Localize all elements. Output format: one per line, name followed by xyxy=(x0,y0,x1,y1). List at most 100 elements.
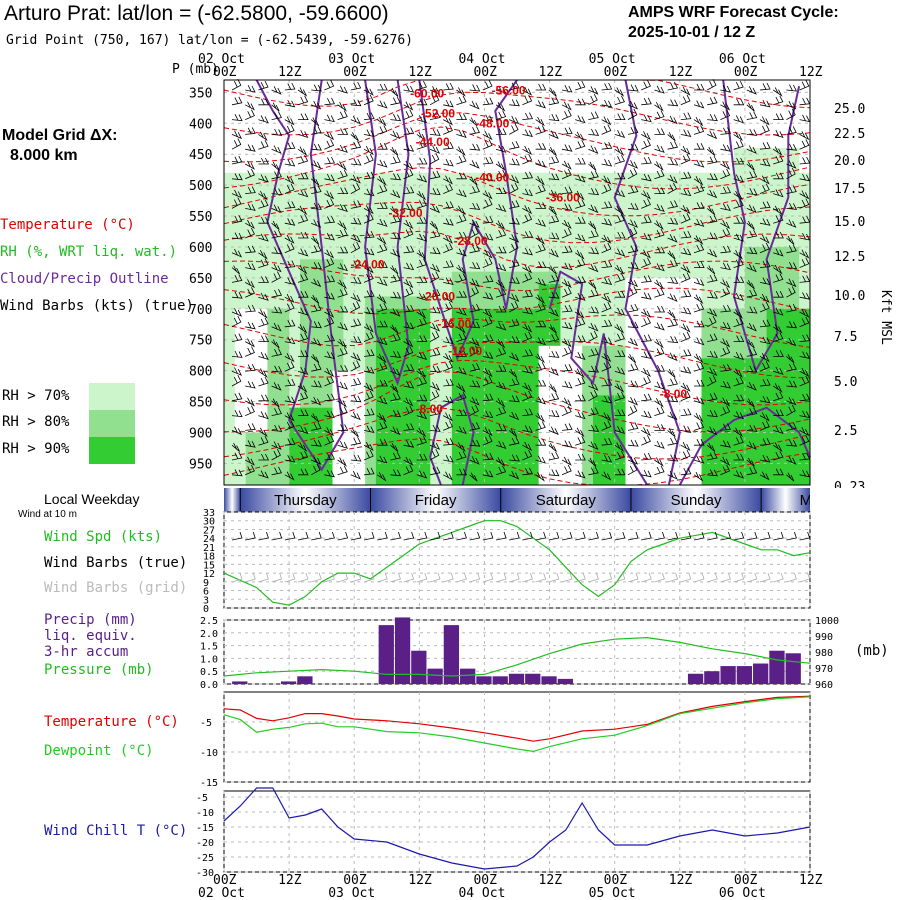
wind-barb xyxy=(601,142,613,150)
wind-barb xyxy=(535,337,546,346)
precip-bar xyxy=(232,681,248,684)
wind-barb xyxy=(337,288,348,298)
wind-barb xyxy=(799,367,810,377)
wind-barb xyxy=(284,420,295,431)
wind-barb xyxy=(390,206,399,216)
time-tick-bottom: 00Z xyxy=(604,873,628,888)
wind-barb xyxy=(390,189,401,199)
wind-barb xyxy=(469,422,480,431)
wind-barb xyxy=(720,160,731,170)
pressure-tick: 650 xyxy=(189,272,212,287)
wind-barb xyxy=(627,337,639,347)
wind-barb xyxy=(680,366,692,374)
legend-rh: RH (%, WRT liq. wat.) xyxy=(0,244,178,260)
wind-barb xyxy=(245,203,256,211)
height-tick: 12.5 xyxy=(834,250,865,265)
wind-barb xyxy=(482,275,494,283)
wind-barb xyxy=(284,438,296,446)
wind-barb xyxy=(258,427,268,438)
wind-barb xyxy=(403,397,414,407)
wind-barb xyxy=(720,127,732,135)
wind-barb xyxy=(588,263,599,273)
wind-barb xyxy=(509,182,519,194)
weekday-segment xyxy=(240,488,371,512)
wind-barb xyxy=(693,412,704,423)
wind-barb xyxy=(469,278,480,288)
wind-barb xyxy=(680,153,691,165)
wind-barb xyxy=(654,85,665,94)
wind-barb xyxy=(508,428,518,438)
wind-barb xyxy=(746,145,757,154)
wind-barb xyxy=(496,424,507,431)
wind-barb xyxy=(614,189,626,198)
wind-barb xyxy=(627,108,638,120)
wind-barb-grid xyxy=(522,572,533,583)
wind-barb xyxy=(443,471,453,481)
wind-barb xyxy=(694,202,705,209)
wind-barb xyxy=(548,451,560,461)
wind-barb xyxy=(693,472,704,482)
wind-barb xyxy=(429,247,441,255)
wind-barb xyxy=(733,427,743,438)
weekday-segment xyxy=(630,488,762,512)
wind-barb xyxy=(575,199,586,209)
wind-barb xyxy=(575,292,586,301)
wind-barb xyxy=(509,336,520,344)
wind-barb xyxy=(496,128,507,135)
wind-barb xyxy=(561,287,572,298)
wind-barb xyxy=(324,79,335,91)
wind-barb xyxy=(733,80,744,91)
wind-panel-ytick: 3 xyxy=(203,595,209,606)
wind-barb xyxy=(311,202,322,210)
wind-barb-true xyxy=(324,531,335,541)
wind-barb-grid xyxy=(482,572,494,583)
wind-barb xyxy=(284,455,296,463)
precip-bar xyxy=(492,676,508,684)
wind-barb xyxy=(654,305,666,313)
wind-barb xyxy=(390,350,402,358)
wind-barb xyxy=(786,472,795,482)
wind-barb xyxy=(535,278,546,287)
temperature-label: -32.00 xyxy=(388,206,422,220)
wind-barb xyxy=(680,129,692,137)
wind-barb xyxy=(667,411,678,421)
wind-barb xyxy=(733,276,745,283)
wind-barb xyxy=(746,457,755,467)
wind-barb xyxy=(654,144,665,153)
wind-barb xyxy=(363,467,375,476)
wind-barb xyxy=(324,308,335,318)
wind-barb xyxy=(535,243,546,254)
wind-barb xyxy=(324,375,335,387)
wind-barb-grid xyxy=(759,572,771,583)
wind-barb xyxy=(297,214,309,224)
wind-barb xyxy=(469,321,481,329)
wind-barb xyxy=(363,272,374,283)
wind-barb xyxy=(733,376,744,387)
wind-barb xyxy=(311,160,322,169)
wind-barb xyxy=(575,394,586,402)
time-tick-bottom: 12Z xyxy=(539,873,563,888)
wind-barb xyxy=(509,141,520,150)
wind-barb xyxy=(416,335,428,342)
precip-bar xyxy=(704,671,720,684)
wind-barb xyxy=(575,376,586,387)
wind-barb xyxy=(443,353,453,363)
wind-barb xyxy=(324,292,335,300)
wind-barb xyxy=(310,176,320,186)
wind-barb xyxy=(746,365,758,373)
wind-barb xyxy=(297,273,309,283)
wind-barb-true xyxy=(522,531,533,541)
date-tick-bottom: 03 Oct xyxy=(328,886,375,900)
wind-barb-grid xyxy=(733,572,745,583)
wind-barb xyxy=(746,424,758,432)
wind-barb xyxy=(403,109,414,120)
wind-barb xyxy=(482,233,494,241)
wind-barb xyxy=(509,241,519,254)
wind-barb xyxy=(707,315,717,328)
wind-barb xyxy=(720,203,731,211)
wind-barb xyxy=(654,279,664,290)
wind-barb xyxy=(245,160,255,170)
wind-barb xyxy=(535,439,547,446)
wind-barb xyxy=(231,79,242,91)
precip-bar xyxy=(720,666,736,684)
